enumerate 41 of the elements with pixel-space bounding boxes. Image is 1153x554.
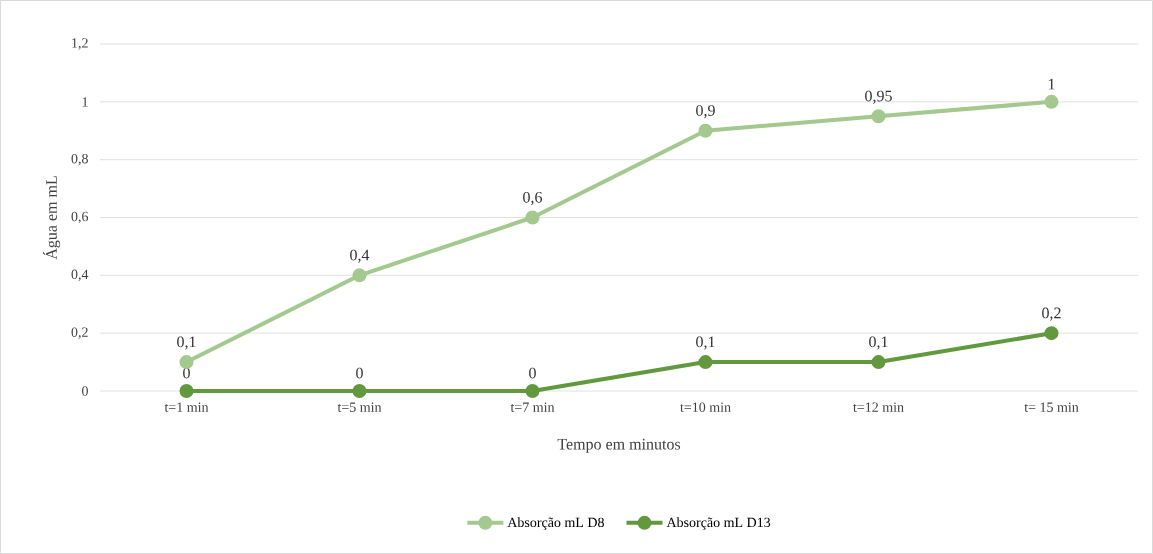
x-tick-label: t=1 min <box>164 402 209 412</box>
y-axis-title: Água em mL <box>42 176 61 260</box>
y-tick-label: 0,4 <box>71 269 89 282</box>
y-tick-label: 0,6 <box>71 211 89 224</box>
point <box>352 384 367 398</box>
x-tick-label: t=10 min <box>680 402 731 412</box>
x-tick-label: t=12 min <box>853 402 904 412</box>
y-tick-label: 0,2 <box>71 327 88 339</box>
x-tick-label: t=5 min <box>337 402 382 412</box>
data-label: 0 <box>529 367 536 379</box>
data-label: 0,1 <box>869 336 888 350</box>
y-tick-label: 1,2 <box>72 38 88 50</box>
point <box>871 355 886 370</box>
point <box>871 109 886 124</box>
legend-label: Absorção mL D8 <box>507 517 604 530</box>
point <box>179 355 194 370</box>
x-tick-label: t=7 min <box>510 402 555 412</box>
point <box>179 384 194 398</box>
y-tick-label: 0 <box>82 386 88 396</box>
point <box>525 210 540 225</box>
data-label: 1 <box>1048 78 1055 90</box>
x-axis-title: Tempo em minutos <box>557 438 681 453</box>
data-label: 0,95 <box>865 90 892 104</box>
data-label: 0 <box>356 367 363 379</box>
data-label: 0,2 <box>1042 307 1061 321</box>
point <box>698 123 713 138</box>
data-label: 0,1 <box>696 336 715 350</box>
legend-label: Absorção mL D13 <box>666 517 771 530</box>
y-tick-label: 0,8 <box>71 153 88 166</box>
x-tick-label: t= 15 min <box>1024 402 1079 412</box>
data-label: 0 <box>183 367 190 379</box>
y-tick-label: 1 <box>82 97 88 107</box>
point <box>698 355 713 370</box>
data-label: 0,9 <box>696 105 715 119</box>
point <box>1044 326 1059 341</box>
point <box>525 384 540 398</box>
point <box>352 268 367 283</box>
data-label: 0,6 <box>523 191 543 205</box>
data-label: 0,1 <box>177 336 196 350</box>
point <box>1044 94 1059 109</box>
data-label: 0,4 <box>350 249 370 263</box>
